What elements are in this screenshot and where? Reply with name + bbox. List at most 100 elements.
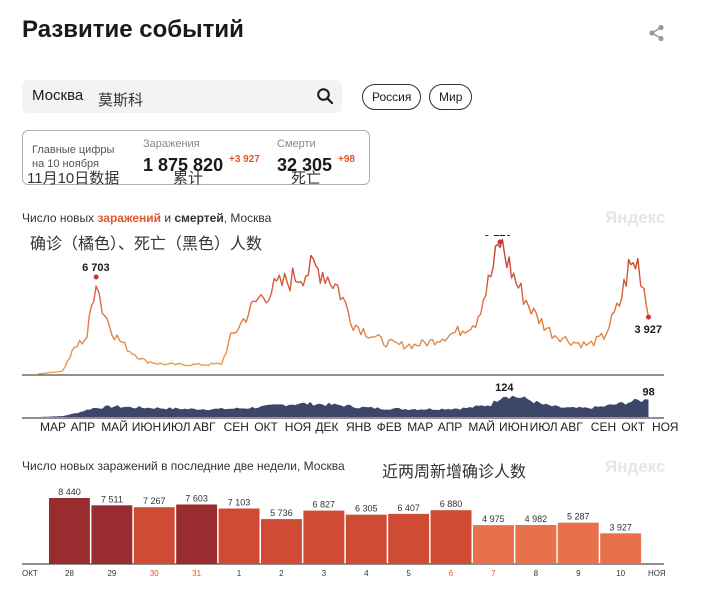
month-tick-label: МАР: [40, 420, 66, 434]
month-tick-label: ИЮЛ: [530, 420, 558, 434]
day-tick-label: 30: [150, 569, 159, 578]
bar: [473, 525, 514, 564]
deaths-total: 32 305: [277, 155, 333, 175]
cases-peak-dot: [497, 239, 503, 245]
cases-peak-label: 9 120: [484, 235, 512, 239]
bar-value-label: 4 975: [482, 514, 505, 524]
month-tick-label: ИЮЛ: [162, 420, 190, 434]
key-figures-label-line1: Главные цифры: [32, 144, 115, 156]
month-tick-label: ОКТ: [621, 420, 645, 434]
search-value: Москва: [32, 87, 84, 104]
infections-total: 1 875 820: [143, 155, 224, 175]
bar-value-label: 6 407: [397, 503, 420, 513]
month-tick-label: АВГ: [560, 420, 583, 434]
chart2-watermark: Яндекс: [605, 457, 666, 476]
bar-value-label: 7 511: [101, 494, 123, 504]
month-end-label: НОЯ: [648, 569, 666, 578]
cases-line: [37, 238, 650, 375]
chart1-title-deaths: смертей: [174, 211, 224, 225]
date-note: 11月10日数据: [27, 170, 120, 187]
month-tick-label: НОЯ: [285, 420, 311, 434]
month-tick-label: ДЕК: [315, 420, 338, 434]
day-tick-label: 5: [406, 569, 411, 578]
month-tick-label: СЕН: [224, 420, 249, 434]
day-tick-label: 3: [322, 569, 327, 578]
bar-value-label: 6 827: [313, 500, 336, 510]
day-tick-label: 9: [576, 569, 581, 578]
bar: [176, 504, 218, 564]
chart2-annotation: 近两周新增确诊人数: [382, 464, 527, 481]
deaths-peak-label: 124: [495, 382, 514, 394]
infections-delta: +3 927: [229, 154, 260, 165]
deaths-note: 死亡: [291, 170, 322, 187]
chart1-title-infections: заражений: [97, 211, 161, 225]
chart1-title-post: , Москва: [223, 211, 272, 225]
infections-caption: Заражения: [143, 138, 200, 150]
day-tick-label: 7: [491, 569, 496, 578]
bar: [515, 525, 557, 564]
bar: [49, 498, 90, 564]
day-tick-label: 31: [192, 569, 201, 578]
month-tick-label: ФЕВ: [377, 420, 402, 434]
day-tick-label: 28: [65, 569, 74, 578]
bar: [91, 505, 133, 564]
filter-russia-button[interactable]: Россия: [362, 84, 422, 110]
day-tick-label: 4: [364, 569, 369, 578]
month-tick-label: ИЮН: [132, 420, 161, 434]
month-tick-label: ОКТ: [254, 420, 278, 434]
chart1-title-pre: Число новых: [22, 211, 98, 225]
bar: [430, 510, 472, 564]
search-translation: 莫斯科: [98, 92, 144, 109]
day-tick-label: 2: [279, 569, 284, 578]
cases-peak-label: 6 703: [82, 262, 110, 274]
page-title: Развитие событий: [22, 16, 244, 43]
month-tick-label: МАР: [407, 420, 433, 434]
cases-deaths-chart: 6 7039 1203 92712498МАРАПРМАЙИЮНИЮЛАВГСЕ…: [22, 235, 678, 434]
chart1-watermark: Яндекс: [605, 208, 666, 227]
infections-note: 累计: [173, 170, 204, 187]
day-tick-label: 29: [107, 569, 116, 578]
day-tick-label: 10: [616, 569, 625, 578]
search-input[interactable]: Москва 莫斯科: [22, 80, 342, 113]
bar-value-label: 7 603: [185, 494, 208, 504]
bar-value-label: 7 103: [228, 498, 251, 508]
deaths-area: [38, 395, 649, 417]
share-icon[interactable]: [648, 24, 666, 42]
month-tick-label: ИЮН: [499, 420, 528, 434]
bar-value-label: 6 305: [355, 504, 378, 514]
chart2-title: Число новых заражений в последние две не…: [22, 459, 345, 473]
month-tick-label: МАЙ: [101, 419, 128, 434]
month-start-label: ОКТ: [22, 569, 38, 578]
day-tick-label: 8: [534, 569, 539, 578]
bar-value-label: 4 982: [525, 514, 548, 524]
month-tick-label: АПР: [438, 420, 463, 434]
chart1-title-mid: и: [161, 211, 175, 225]
bar-value-label: 5 736: [270, 508, 293, 518]
filter-world-button[interactable]: Мир: [429, 84, 473, 110]
bar: [557, 522, 599, 564]
bar: [303, 510, 345, 564]
search-icon[interactable]: [316, 87, 334, 105]
day-tick-label: 6: [449, 569, 454, 578]
cases-peak-dot: [645, 314, 651, 320]
month-tick-label: НОЯ: [652, 420, 678, 434]
deaths-caption: Смерти: [277, 138, 316, 150]
day-tick-label: 1: [237, 569, 242, 578]
cases-peak-dot: [93, 274, 99, 280]
deaths-peak-label: 98: [642, 387, 654, 399]
bar-value-label: 7 267: [143, 496, 166, 506]
bar-value-label: 3 927: [609, 522, 632, 532]
month-tick-label: СЕН: [591, 420, 616, 434]
bar: [345, 514, 387, 564]
bar-value-label: 6 880: [440, 499, 463, 509]
deaths-delta: +98: [338, 154, 355, 165]
bar-value-label: 5 287: [567, 512, 590, 522]
month-tick-label: МАЙ: [468, 419, 495, 434]
month-tick-label: АВГ: [193, 420, 216, 434]
key-figures-panel: Главные цифры на 10 ноября 11月10日数据 Зара…: [22, 130, 370, 187]
key-figures-label-line2: на 10 ноября: [32, 158, 99, 170]
key-figures-label: Главные цифры на 10 ноября: [32, 143, 137, 171]
chart1-annotation: 确诊（橘色）、死亡（黑色）人数: [30, 236, 263, 253]
bar: [600, 533, 642, 564]
